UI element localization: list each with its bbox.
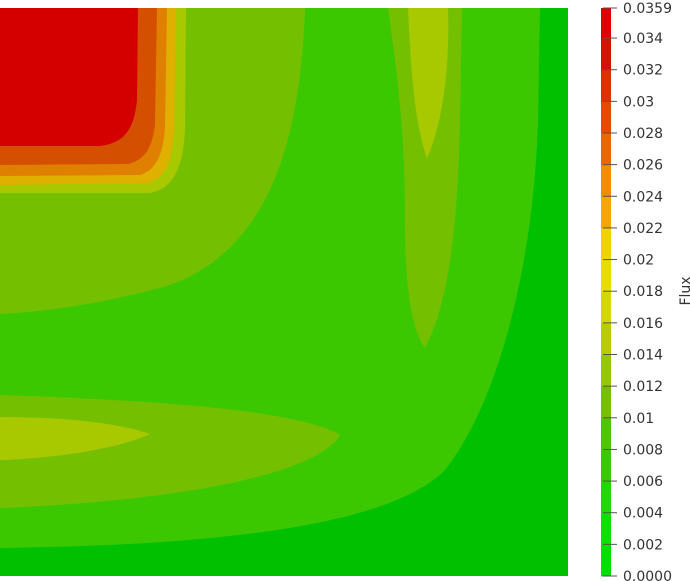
colorbar-band xyxy=(601,8,611,39)
colorbar-tick-label: 0.018 xyxy=(623,284,663,300)
colorbar-tick-label: 0.004 xyxy=(623,506,663,522)
colorbar-tick-label: 0.0359 xyxy=(623,1,672,17)
colorbar-tick-label: 0.022 xyxy=(623,221,663,237)
colorbar xyxy=(601,8,611,577)
colorbar-tick-label: 0.026 xyxy=(623,158,663,174)
flux-field xyxy=(0,8,568,576)
colorbar-tick-label: 0.008 xyxy=(623,442,663,458)
colorbar-band xyxy=(601,322,611,355)
colorbar-title: Flux xyxy=(678,276,690,305)
colorbar-band xyxy=(601,417,611,450)
colorbar-band xyxy=(601,386,611,419)
colorbar-tick-label: 0.016 xyxy=(623,316,663,332)
colorbar-band xyxy=(601,101,611,134)
colorbar-band xyxy=(601,354,611,387)
region-lower-left-lobe xyxy=(0,417,150,460)
colorbar-tick-label: 0.002 xyxy=(623,537,663,553)
colorbar-tick-label: 0.028 xyxy=(623,126,663,142)
colorbar-band xyxy=(601,481,611,514)
colorbar-band xyxy=(601,512,611,545)
colorbar-band xyxy=(601,69,611,102)
colorbar-tick-label: 0.024 xyxy=(623,189,663,205)
colorbar-band xyxy=(601,164,611,197)
colorbar-tick-label: 0.02 xyxy=(623,253,654,269)
colorbar-ticks: 0.0359 0.034 0.032 0.03 0.028 0.026 0.024 0.022… xyxy=(603,1,672,581)
colorbar-tick-label: 0.0000 xyxy=(623,569,672,581)
colorbar-band xyxy=(601,227,611,261)
colorbar-band xyxy=(601,259,611,292)
colorbar-tick-label: 0.006 xyxy=(623,474,663,490)
colorbar-band xyxy=(601,196,611,229)
colorbar-band xyxy=(601,132,611,166)
colorbar-tick-label: 0.012 xyxy=(623,379,663,395)
region-upper-right-lobe xyxy=(408,8,449,158)
colorbar-band xyxy=(601,544,611,577)
colorbar-tick-label: 0.034 xyxy=(623,31,663,47)
colorbar-tick-label: 0.03 xyxy=(623,94,654,110)
region-hot-core xyxy=(0,8,138,146)
colorbar-band xyxy=(601,291,611,324)
colorbar-tick-label: 0.014 xyxy=(623,347,663,363)
colorbar-tick-label: 0.01 xyxy=(623,411,654,427)
colorbar-band xyxy=(601,449,611,482)
colorbar-band xyxy=(601,38,611,71)
colorbar-tick-label: 0.032 xyxy=(623,63,663,79)
